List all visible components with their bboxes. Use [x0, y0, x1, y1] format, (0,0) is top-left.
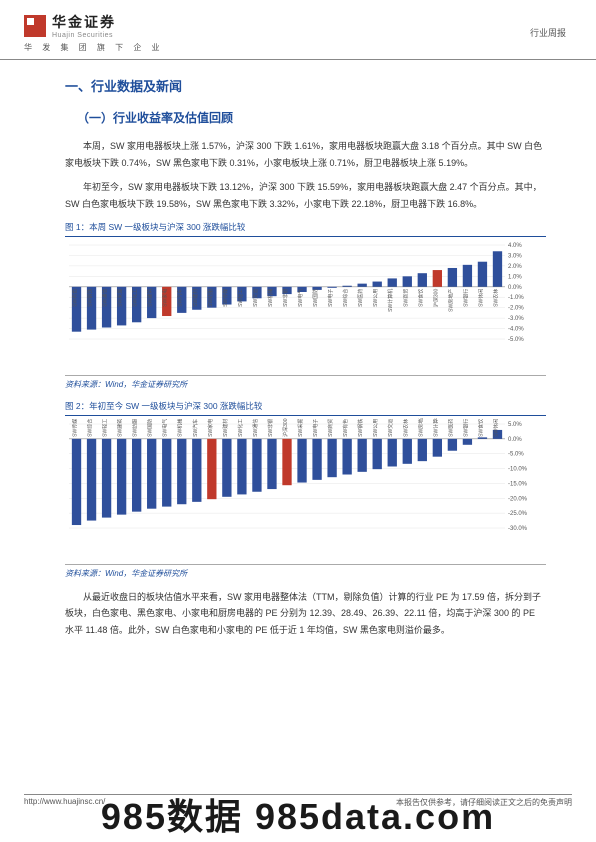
svg-text:SW休闲: SW休闲 [492, 418, 499, 436]
svg-text:-20.0%: -20.0% [508, 496, 528, 502]
paragraph-3: 从最近收盘日的板块估值水平来看，SW 家用电器整体法（TTM，剔除负值）计算的行… [65, 589, 546, 639]
svg-text:SW采掘: SW采掘 [297, 418, 304, 436]
svg-text:SW钢铁: SW钢铁 [357, 418, 364, 436]
figure2-caption: 图 2：年初至今 SW 一级板块与沪深 300 涨跌幅比较 [65, 400, 546, 416]
logo-cn: 华金证券 [52, 12, 116, 32]
svg-text:SW公用: SW公用 [373, 288, 379, 306]
svg-text:SW通信: SW通信 [102, 288, 109, 306]
svg-text:-15.0%: -15.0% [508, 481, 528, 487]
svg-text:SW公用: SW公用 [373, 418, 379, 436]
svg-text:SW国防: SW国防 [312, 288, 319, 306]
svg-text:SW家电: SW家电 [162, 288, 169, 306]
svg-text:SW建筑: SW建筑 [117, 418, 124, 436]
svg-text:SW传媒: SW传媒 [72, 418, 79, 436]
svg-text:2.0%: 2.0% [508, 263, 522, 269]
watermark: 985数据 985data.com [0, 788, 596, 840]
logo-block: 华金证券 Huajin Securities 华 发 集 团 旗 下 企 业 [24, 12, 164, 53]
logo-icon [24, 15, 46, 37]
svg-text:SW医药: SW医药 [447, 418, 454, 436]
svg-text:SW商贸: SW商贸 [402, 288, 409, 306]
svg-text:沪深300: 沪深300 [282, 418, 289, 437]
svg-text:SW农林: SW农林 [492, 288, 499, 306]
svg-text:5.0%: 5.0% [508, 422, 522, 428]
svg-text:-25.0%: -25.0% [508, 511, 528, 517]
svg-text:-4.0%: -4.0% [508, 326, 524, 332]
svg-text:-2.0%: -2.0% [508, 305, 524, 311]
svg-text:SW交运: SW交运 [387, 418, 394, 436]
svg-text:SW非银: SW非银 [267, 418, 274, 436]
svg-text:SW电气: SW电气 [162, 418, 169, 436]
svg-text:-30.0%: -30.0% [508, 526, 528, 532]
svg-text:SW轻工: SW轻工 [237, 288, 244, 306]
svg-text:SW计算机: SW计算机 [432, 418, 439, 437]
svg-text:SW汽车: SW汽车 [177, 288, 184, 306]
svg-text:SW机械: SW机械 [267, 288, 274, 306]
section-title: 一、行业数据及新闻 [65, 76, 546, 95]
svg-text:SW电子: SW电子 [327, 288, 334, 306]
svg-text:SW有色: SW有色 [342, 418, 349, 436]
svg-text:0.0%: 0.0% [508, 284, 522, 290]
svg-text:SW汽车: SW汽车 [192, 418, 199, 436]
svg-text:SW医药: SW医药 [357, 288, 364, 306]
svg-text:SW交运: SW交运 [252, 288, 259, 306]
svg-text:SW纺服: SW纺服 [132, 418, 139, 436]
svg-text:SW银行: SW银行 [462, 288, 469, 306]
svg-text:1.0%: 1.0% [508, 274, 522, 280]
svg-text:SW有色: SW有色 [72, 288, 79, 306]
svg-text:SW建筑: SW建筑 [147, 288, 154, 306]
paragraph-2: 年初至今，SW 家用电器板块下跌 13.12%，沪深 300 下跌 15.59%… [65, 179, 546, 212]
svg-text:SW综合: SW综合 [342, 288, 349, 306]
svg-text:SW家电: SW家电 [207, 418, 214, 436]
svg-text:SW钢铁: SW钢铁 [87, 288, 94, 306]
svg-text:SW通信: SW通信 [252, 418, 259, 436]
svg-text:SW采掘: SW采掘 [117, 288, 124, 306]
svg-text:SW传媒: SW传媒 [222, 288, 229, 306]
figure1-source: 资料来源：Wind，华金证券研究所 [65, 375, 546, 390]
svg-text:SW农林: SW农林 [402, 418, 409, 436]
svg-text:0.0%: 0.0% [508, 436, 522, 442]
logo-sub: 华 发 集 团 旗 下 企 业 [24, 42, 164, 53]
page-body: 一、行业数据及新闻 （一）行业收益率及估值回顾 本周，SW 家用电器板块上涨 1… [0, 60, 596, 638]
svg-text:-1.0%: -1.0% [508, 295, 524, 301]
figure2-source: 资料来源：Wind，华金证券研究所 [65, 564, 546, 579]
svg-text:SW综合: SW综合 [87, 418, 94, 436]
header-category: 行业周报 [530, 26, 566, 39]
svg-text:3.0%: 3.0% [508, 253, 522, 259]
svg-text:SW纺服: SW纺服 [207, 288, 214, 306]
svg-text:SW国防: SW国防 [147, 418, 154, 436]
svg-text:SW建材: SW建材 [222, 418, 229, 436]
svg-text:SW商贸: SW商贸 [327, 418, 334, 436]
logo-en: Huajin Securities [52, 32, 116, 39]
svg-text:SW化工: SW化工 [237, 418, 244, 436]
svg-text:-3.0%: -3.0% [508, 316, 524, 322]
svg-text:沪深300: 沪深300 [432, 288, 439, 307]
svg-text:SW化工: SW化工 [132, 288, 139, 306]
subsection-title: （一）行业收益率及估值回顾 [77, 109, 546, 126]
svg-text:SW电子: SW电子 [312, 418, 319, 436]
svg-text:-10.0%: -10.0% [508, 466, 528, 472]
svg-text:SW建材: SW建材 [192, 288, 199, 306]
figure1-chart: -5.0% -4.0% -3.0% -2.0% -1.0% 0.0% 1.0% 2.0% 3.0… [65, 239, 546, 371]
page-header: 华金证券 Huajin Securities 华 发 集 团 旗 下 企 业 行… [0, 0, 596, 60]
svg-text:SW食饮: SW食饮 [477, 418, 484, 436]
svg-text:SW房地产: SW房地产 [417, 418, 424, 437]
figure2-chart: -30.0% -25.0% -20.0% -15.0% -10.0% -5.0% 0.0% 5… [65, 418, 546, 560]
svg-text:SW休闲: SW休闲 [477, 288, 484, 306]
svg-text:SW计算机: SW计算机 [387, 288, 394, 311]
svg-text:SW电气: SW电气 [297, 288, 304, 306]
figure1-caption: 图 1：本周 SW 一级板块与沪深 300 涨跌幅比较 [65, 221, 546, 237]
paragraph-1: 本周，SW 家用电器板块上涨 1.57%，沪深 300 下跌 1.61%，家用电… [65, 138, 546, 171]
svg-text:4.0%: 4.0% [508, 243, 522, 249]
svg-text:SW银行: SW银行 [462, 418, 469, 436]
svg-text:SW机械: SW机械 [177, 418, 184, 436]
svg-text:SW轻工: SW轻工 [102, 418, 109, 436]
svg-text:-5.0%: -5.0% [508, 337, 524, 343]
svg-text:SW食饮: SW食饮 [417, 288, 424, 306]
svg-text:SW非银: SW非银 [282, 288, 289, 306]
svg-text:SW房地产: SW房地产 [447, 288, 454, 311]
svg-text:-5.0%: -5.0% [508, 451, 524, 457]
